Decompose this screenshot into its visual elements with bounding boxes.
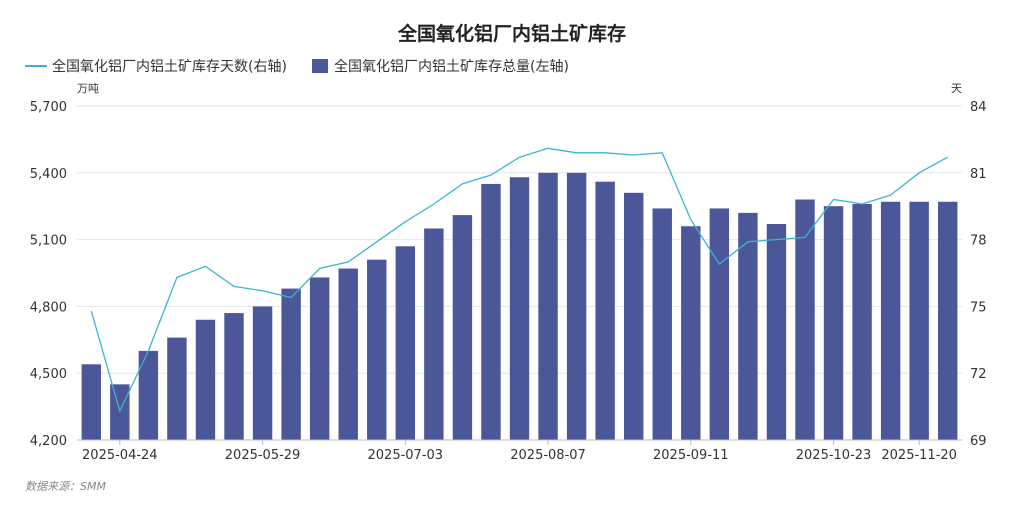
- inventory-bar: [681, 226, 701, 440]
- left-axis-unit: 万吨: [77, 82, 99, 95]
- inventory-bar: [338, 268, 358, 440]
- legend-bar-swatch: [312, 59, 328, 73]
- x-tick-label: 2025-04-24: [82, 448, 158, 463]
- inventory-bar: [309, 277, 330, 440]
- days-line: [90, 147, 949, 413]
- right-axis-unit: 天: [951, 82, 962, 95]
- bars: [81, 172, 958, 441]
- left-tick-label: 4,800: [30, 300, 67, 315]
- legend: 全国氧化铝厂内铝土矿库存天数(右轴) 全国氧化铝厂内铝土矿库存总量(左轴): [25, 58, 569, 75]
- x-tick-label: 2025-10-23: [796, 448, 872, 463]
- left-tick-label: 5,400: [30, 167, 67, 182]
- inventory-bar: [909, 201, 929, 440]
- inventory-bar: [738, 212, 758, 440]
- inventory-bar: [252, 306, 273, 440]
- legend-label-total: 全国氧化铝厂内铝土矿库存总量(左轴): [334, 58, 569, 75]
- right-tick-label: 69: [970, 434, 987, 449]
- inventory-bar: [395, 246, 416, 440]
- right-axis-ticks: 69 72 75 78 81 84: [970, 100, 987, 449]
- inventory-bar: [195, 319, 216, 440]
- x-tick-label: 2025-05-29: [225, 448, 301, 463]
- x-axis-ticks: 2025-04-24 2025-05-29 2025-07-03 2025-08-07…: [82, 440, 957, 463]
- inventory-bar: [424, 228, 444, 440]
- data-source: 数据来源：SMM: [25, 480, 106, 493]
- x-tick-label: 2025-09-11: [653, 448, 729, 463]
- x-tick-label: 2025-07-03: [368, 448, 444, 463]
- left-axis-ticks: 4,200 4,500 4,800 5,100 5,400 5,700: [30, 100, 67, 449]
- right-tick-label: 72: [970, 367, 987, 382]
- inventory-bar: [938, 201, 958, 440]
- inventory-bar: [823, 206, 844, 440]
- inventory-bar: [281, 288, 301, 440]
- inventory-bar: [81, 364, 101, 440]
- legend-label-days: 全国氧化铝厂内铝土矿库存天数(右轴): [52, 58, 287, 75]
- x-tick-label: 2025-08-07: [510, 448, 586, 463]
- left-tick-label: 4,200: [30, 434, 67, 449]
- right-tick-label: 78: [970, 234, 987, 249]
- left-tick-label: 5,700: [30, 100, 67, 115]
- inventory-bar: [509, 177, 530, 440]
- left-tick-label: 4,500: [30, 367, 67, 382]
- inventory-bar: [595, 181, 615, 440]
- inventory-bar: [795, 199, 815, 440]
- inventory-bar: [652, 208, 672, 440]
- left-tick-label: 5,100: [30, 234, 67, 249]
- inventory-bar: [367, 259, 387, 440]
- inventory-bar: [566, 172, 587, 441]
- right-tick-label: 75: [970, 300, 987, 315]
- right-tick-label: 81: [970, 167, 987, 182]
- inventory-bar: [852, 203, 872, 440]
- inventory-bar: [766, 224, 787, 440]
- inventory-bar: [224, 313, 244, 440]
- inventory-bar: [709, 208, 730, 440]
- inventory-bar: [481, 183, 501, 440]
- inventory-bar: [452, 215, 473, 440]
- inventory-bar: [138, 350, 159, 440]
- inventory-bar: [623, 192, 644, 440]
- right-tick-label: 84: [970, 100, 987, 115]
- inventory-bar: [880, 201, 901, 440]
- days-series-line: [90, 147, 949, 413]
- inventory-bar: [538, 172, 558, 441]
- chart-title: 全国氧化铝厂内铝土矿库存: [397, 22, 626, 45]
- x-tick-label: 2025-11-20: [881, 448, 957, 463]
- inventory-bar: [167, 337, 187, 440]
